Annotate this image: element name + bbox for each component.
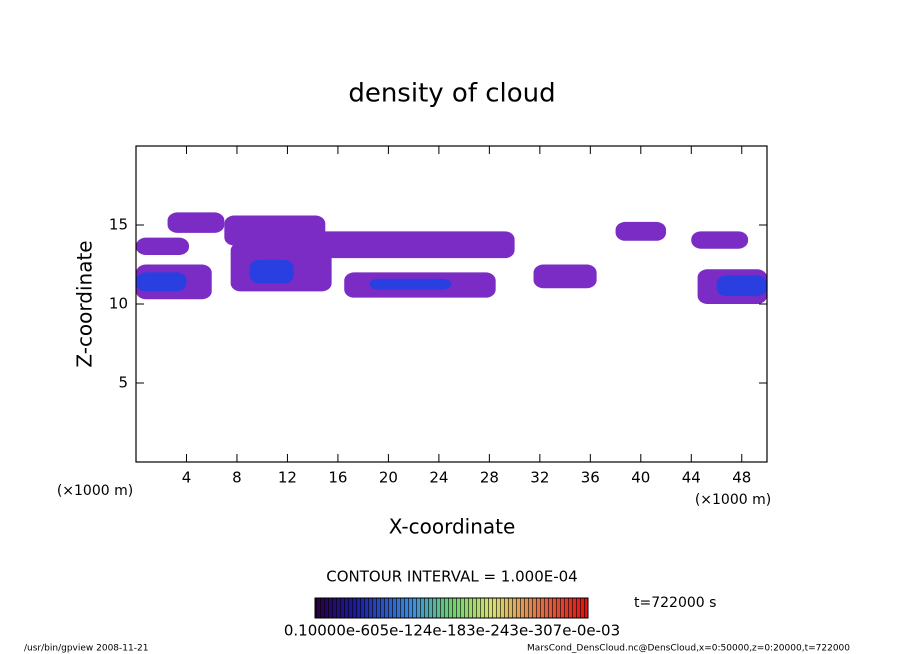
cloud-patch bbox=[224, 215, 326, 246]
x-tick-label: 8 bbox=[232, 469, 242, 487]
y-tick-label: 5 bbox=[118, 374, 128, 392]
cloud-patch bbox=[312, 231, 515, 259]
y-unit: (×1000 m) bbox=[57, 483, 133, 499]
cloud-patch bbox=[533, 264, 597, 289]
x-tick-label: 48 bbox=[732, 469, 751, 487]
x-tick-label: 12 bbox=[278, 469, 297, 487]
x-tick-label: 4 bbox=[182, 469, 192, 487]
footer-right: MarsCond_DensCloud.nc@DensCloud,x=0:5000… bbox=[527, 644, 850, 654]
time-label: t=722000 s bbox=[634, 595, 716, 611]
cloud-patch bbox=[249, 259, 294, 284]
x-tick-label: 28 bbox=[480, 469, 499, 487]
x-tick-label: 20 bbox=[379, 469, 398, 487]
footer-left: /usr/bin/gpview 2008-11-21 bbox=[24, 644, 148, 654]
cloud-patch bbox=[716, 275, 767, 297]
cloud-patch bbox=[691, 231, 749, 249]
cloud-patch bbox=[615, 221, 667, 241]
cloud-patch bbox=[136, 272, 187, 292]
chart-title: density of cloud bbox=[348, 79, 555, 109]
x-tick-label: 24 bbox=[429, 469, 448, 487]
x-tick-label: 44 bbox=[682, 469, 701, 487]
x-tick-label: 40 bbox=[631, 469, 650, 487]
cloud-patch bbox=[369, 278, 452, 290]
y-tick-label: 10 bbox=[109, 295, 128, 313]
x-tick-label: 16 bbox=[328, 469, 347, 487]
x-axis-label: X-coordinate bbox=[389, 515, 516, 539]
cloud-patch bbox=[136, 237, 190, 256]
x-tick-label: 32 bbox=[530, 469, 549, 487]
y-tick-label: 15 bbox=[109, 216, 128, 234]
colorbar-stripes bbox=[314, 597, 589, 619]
plot-frame bbox=[135, 145, 768, 463]
contour-interval: CONTOUR INTERVAL = 1.000E-04 bbox=[326, 568, 577, 586]
cloud-patch bbox=[167, 212, 225, 233]
y-axis-label: Z-coordinate bbox=[73, 240, 97, 367]
x-tick-label: 36 bbox=[581, 469, 600, 487]
x-unit: (×1000 m) bbox=[695, 492, 771, 508]
colorbar-labels: 0.10000e-605e-124e-183e-243e-307e-0e-03 bbox=[284, 622, 620, 640]
plot-area bbox=[136, 212, 767, 304]
